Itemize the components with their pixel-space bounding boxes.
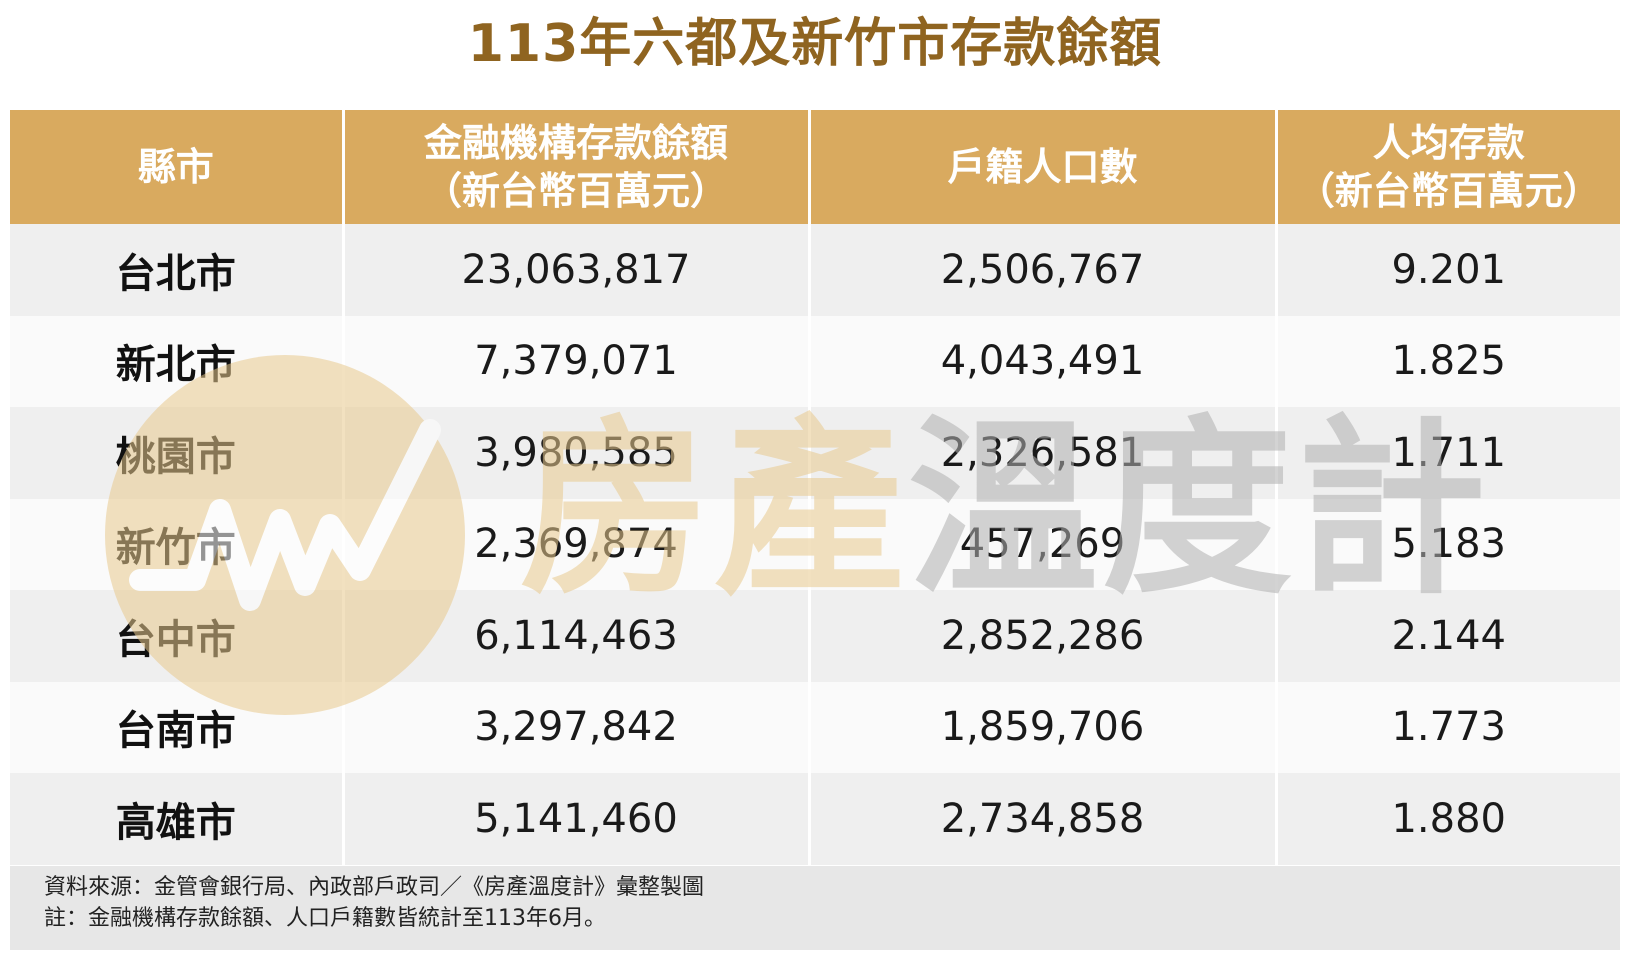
per-capita-cell: 1.711 [1274,407,1620,499]
deposits-cell: 6,114,463 [341,590,809,682]
header-deposits: 金融機構存款餘額 （新台幣百萬元） [341,110,809,224]
header-per-capita: 人均存款 （新台幣百萬元） [1274,110,1620,224]
table-row: 台北市 23,063,817 2,506,767 9.201 [10,224,1620,316]
header-deposits-label: 金融機構存款餘額 [423,121,728,165]
table-row: 新北市 7,379,071 4,043,491 1.825 [10,315,1620,407]
deposits-cell: 2,369,874 [341,498,809,590]
population-cell: 2,734,858 [807,773,1276,865]
population-cell: 2,326,581 [807,407,1276,499]
city-cell: 新竹市 [10,498,343,590]
header-city: 縣市 [10,110,343,224]
population-cell: 1,859,706 [807,681,1276,773]
per-capita-cell: 2.144 [1274,590,1620,682]
city-cell: 台中市 [10,590,343,682]
deposit-table: 縣市 金融機構存款餘額 （新台幣百萬元） 戶籍人口數 人均存款 （新台幣百萬元）… [10,110,1620,865]
remark-note: 註：金融機構存款餘額、人口戶籍數皆統計至113年6月。 [44,906,606,931]
header-population: 戶籍人口數 [807,110,1276,224]
header-population-label: 戶籍人口數 [947,145,1138,189]
city-cell: 新北市 [10,315,343,407]
table-row: 桃園市 3,980,585 2,326,581 1.711 [10,407,1620,499]
city-cell: 台北市 [10,224,343,316]
per-capita-cell: 1.880 [1274,773,1620,865]
per-capita-cell: 1.825 [1274,315,1620,407]
table-row: 高雄市 5,141,460 2,734,858 1.880 [10,773,1620,865]
deposits-cell: 3,980,585 [341,407,809,499]
per-capita-cell: 1.773 [1274,681,1620,773]
source-note: 資料來源：金管會銀行局、內政部戶政司／《房產溫度計》彙整製圖 [44,875,705,900]
table-row: 台中市 6,114,463 2,852,286 2.144 [10,590,1620,682]
footer-notes: 資料來源：金管會銀行局、內政部戶政司／《房產溫度計》彙整製圖 註：金融機構存款餘… [10,866,1620,950]
header-per-capita-label: 人均存款 [1372,121,1525,165]
population-cell: 457,269 [807,498,1276,590]
deposits-cell: 7,379,071 [341,315,809,407]
city-cell: 桃園市 [10,407,343,499]
table-body: 台北市 23,063,817 2,506,767 9.201 新北市 7,379… [10,224,1620,865]
per-capita-cell: 5.183 [1274,498,1620,590]
city-cell: 台南市 [10,681,343,773]
header-per-capita-unit: （新台幣百萬元） [1296,169,1601,213]
header-city-label: 縣市 [137,145,214,189]
population-cell: 2,506,767 [807,224,1276,316]
city-cell: 高雄市 [10,773,343,865]
population-cell: 2,852,286 [807,590,1276,682]
table-row: 台南市 3,297,842 1,859,706 1.773 [10,681,1620,773]
population-cell: 4,043,491 [807,315,1276,407]
header-deposits-unit: （新台幣百萬元） [423,169,728,213]
page-title: 113年六都及新竹市存款餘額 [467,14,1163,74]
deposits-cell: 5,141,460 [341,773,809,865]
per-capita-cell: 9.201 [1274,224,1620,316]
deposit-table-container: 縣市 金融機構存款餘額 （新台幣百萬元） 戶籍人口數 人均存款 （新台幣百萬元）… [10,110,1620,865]
deposits-cell: 23,063,817 [341,224,809,316]
table-row: 新竹市 2,369,874 457,269 5.183 [10,498,1620,590]
table-header: 縣市 金融機構存款餘額 （新台幣百萬元） 戶籍人口數 人均存款 （新台幣百萬元） [10,110,1620,224]
deposits-cell: 3,297,842 [341,681,809,773]
header-row: 縣市 金融機構存款餘額 （新台幣百萬元） 戶籍人口數 人均存款 （新台幣百萬元） [10,110,1620,224]
